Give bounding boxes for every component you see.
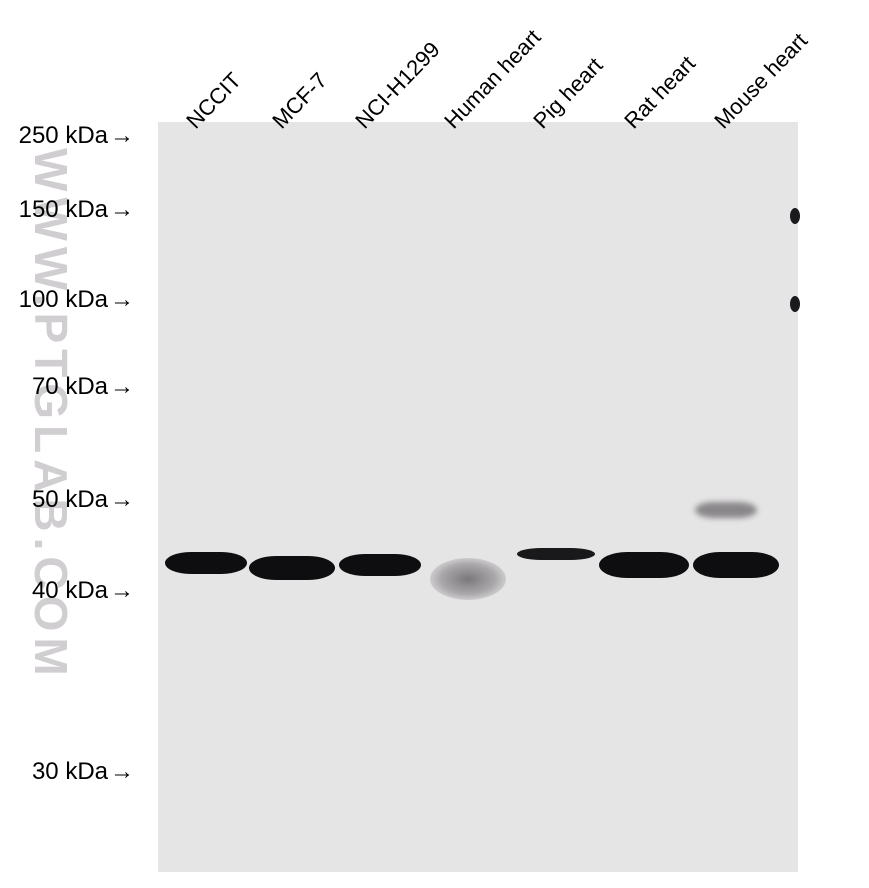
arrow-right-icon: → [110,758,134,786]
marker-label: 30 kDa→ [14,758,134,786]
marker-value: 50 kDa [32,486,108,513]
marker-label: 150 kDa→ [14,196,134,224]
marker-value: 150 kDa [19,196,108,223]
marker-value: 70 kDa [32,373,108,400]
marker-value: 40 kDa [32,577,108,604]
protein-band [599,552,689,578]
protein-band [165,552,247,574]
marker-label: 40 kDa→ [14,577,134,605]
protein-band [339,554,421,576]
marker-label: 70 kDa→ [14,373,134,401]
arrow-right-icon: → [110,373,134,401]
marker-label: 250 kDa→ [14,122,134,150]
protein-band [249,556,335,580]
lane-label: NCI-H1299 [350,37,445,134]
protein-band-smear [430,558,506,600]
protein-band [693,552,779,578]
arrow-right-icon: → [110,286,134,314]
ladder-mark [790,296,800,312]
marker-value: 30 kDa [32,758,108,785]
arrow-right-icon: → [110,577,134,605]
protein-band [517,548,595,560]
figure-container: WWW.PTGLAB.COM 250 kDa→ 150 kDa→ 100 kDa… [0,0,869,888]
lane-label: Mouse heart [709,28,813,134]
marker-label: 50 kDa→ [14,486,134,514]
arrow-right-icon: → [110,196,134,224]
protein-band-faint [695,502,757,518]
marker-label: 100 kDa→ [14,286,134,314]
marker-value: 250 kDa [19,122,108,149]
ladder-mark [790,208,800,224]
arrow-right-icon: → [110,122,134,150]
marker-value: 100 kDa [19,286,108,313]
arrow-right-icon: → [110,486,134,514]
blot-membrane [158,122,798,872]
